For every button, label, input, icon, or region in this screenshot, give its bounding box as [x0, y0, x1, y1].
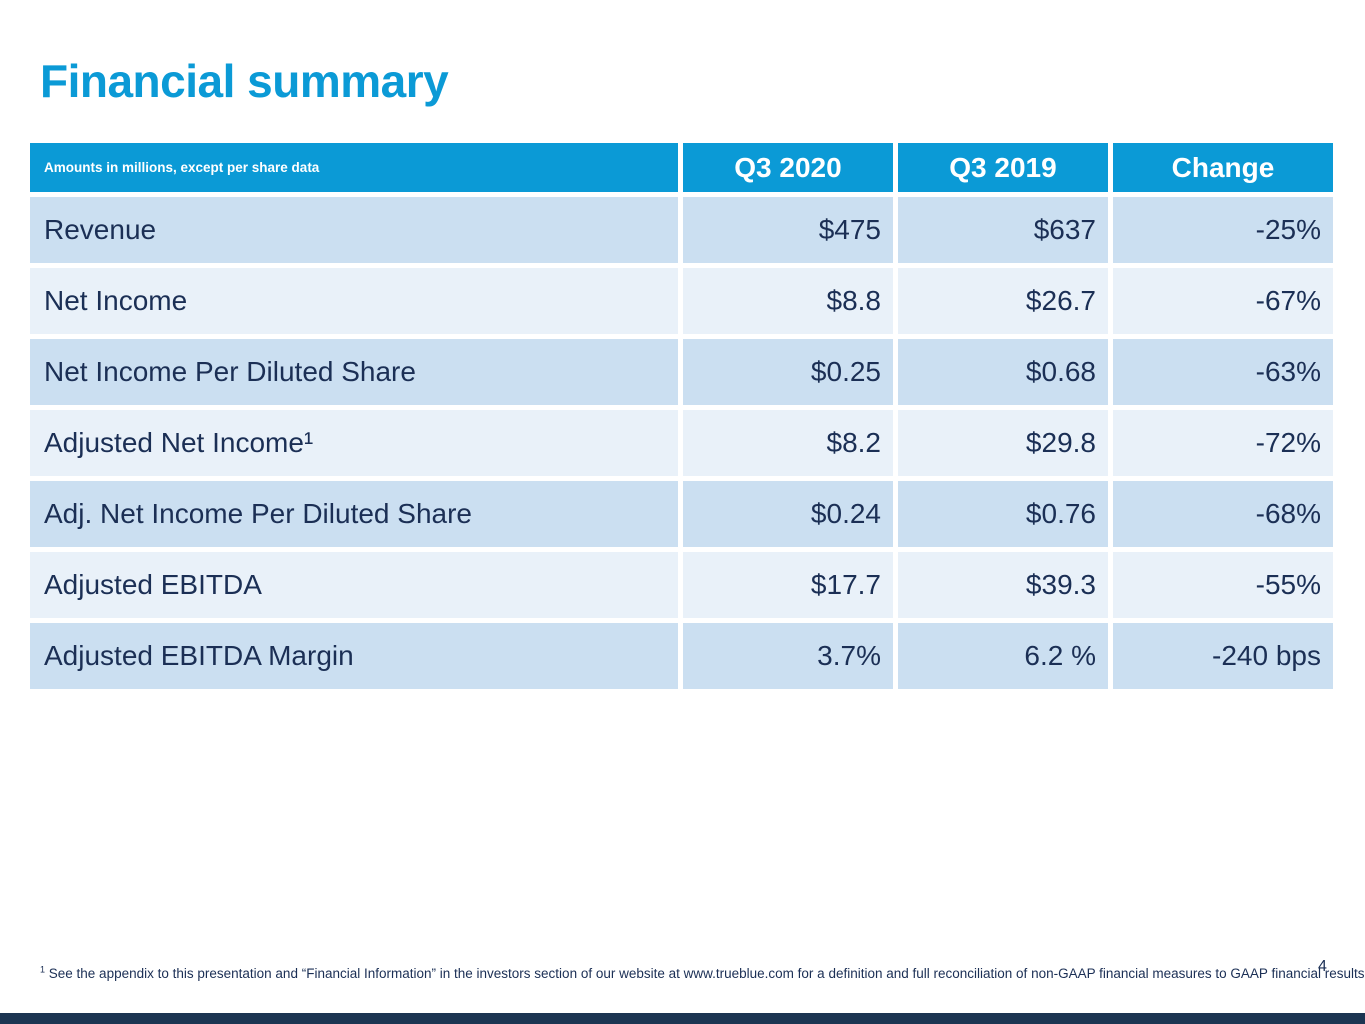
table-cell-q3-2019: $29.8 [898, 410, 1108, 476]
table-cell-change: -63% [1113, 339, 1333, 405]
footnote-text: See the appendix to this presentation an… [45, 966, 1365, 981]
table-cell-change: -240 bps [1113, 623, 1333, 689]
table-cell-q3-2019: $39.3 [898, 552, 1108, 618]
table-cell-q3-2019: $637 [898, 197, 1108, 263]
table-row-label: Net Income [30, 268, 678, 334]
table-cell-q3-2019: $26.7 [898, 268, 1108, 334]
footnote-marker: 1 [40, 964, 46, 975]
page-number: 4 [1318, 958, 1327, 975]
table-header-q3-2019: Q3 2019 [898, 143, 1108, 192]
footnote: 1 See the appendix to this presentation … [40, 964, 1365, 981]
table-cell-change: -72% [1113, 410, 1333, 476]
financial-summary-table: Amounts in millions, except per share da… [30, 143, 1333, 689]
table-cell-q3-2020: 3.7% [683, 623, 893, 689]
table-row-label: Adjusted EBITDA Margin [30, 623, 678, 689]
table-header-change: Change [1113, 143, 1333, 192]
table-cell-change: -55% [1113, 552, 1333, 618]
table-cell-q3-2019: 6.2 % [898, 623, 1108, 689]
table-cell-change: -25% [1113, 197, 1333, 263]
page-title: Financial summary [40, 55, 449, 107]
table-header-q3-2020: Q3 2020 [683, 143, 893, 192]
table-cell-q3-2020: $0.24 [683, 481, 893, 547]
table-cell-change: -67% [1113, 268, 1333, 334]
table-row-label: Adjusted Net Income¹ [30, 410, 678, 476]
table-cell-q3-2020: $475 [683, 197, 893, 263]
table-cell-q3-2019: $0.68 [898, 339, 1108, 405]
table-row-label: Adjusted EBITDA [30, 552, 678, 618]
table-cell-q3-2020: $17.7 [683, 552, 893, 618]
table-cell-q3-2020: $0.25 [683, 339, 893, 405]
table-header-note: Amounts in millions, except per share da… [30, 143, 678, 192]
table-row-label: Adj. Net Income Per Diluted Share [30, 481, 678, 547]
table-cell-change: -68% [1113, 481, 1333, 547]
table-cell-q3-2020: $8.2 [683, 410, 893, 476]
table-cell-q3-2019: $0.76 [898, 481, 1108, 547]
table-cell-q3-2020: $8.8 [683, 268, 893, 334]
footer-bar [0, 1013, 1365, 1024]
table-row-label: Revenue [30, 197, 678, 263]
table-row-label: Net Income Per Diluted Share [30, 339, 678, 405]
